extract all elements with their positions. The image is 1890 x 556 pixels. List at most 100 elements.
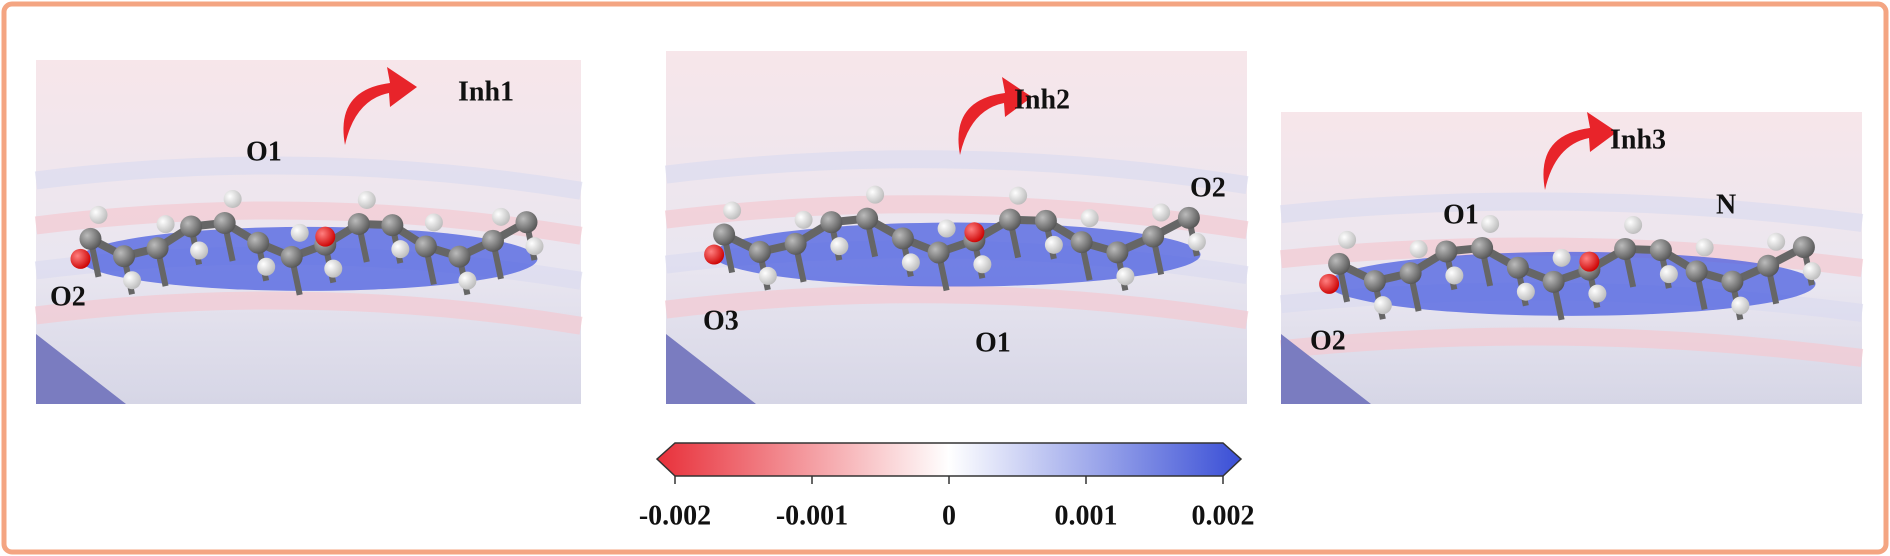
c-atom <box>1034 209 1057 232</box>
c-atom <box>448 245 471 268</box>
h-atom <box>324 259 343 278</box>
o-atom <box>70 248 91 269</box>
panel-label: Inh2 <box>1014 84 1070 115</box>
c-atom <box>1721 270 1744 293</box>
c-atom <box>1792 236 1815 259</box>
c-atom <box>146 237 169 260</box>
h-atom <box>758 266 777 285</box>
h-atom <box>1767 232 1786 251</box>
h-atom <box>1516 282 1535 301</box>
h-atom <box>525 237 544 256</box>
c-atom <box>1471 236 1494 259</box>
rotation-arrow <box>958 77 1032 155</box>
c-atom <box>381 214 404 237</box>
c-atom <box>481 229 504 252</box>
h-atom <box>1044 235 1063 254</box>
rotation-arrow <box>1543 112 1617 190</box>
o-atom <box>315 226 336 247</box>
c-atom <box>515 211 538 234</box>
h-atom <box>830 237 849 256</box>
h-atom <box>1695 238 1714 257</box>
c-atom <box>280 245 303 268</box>
h-atom <box>723 201 742 220</box>
colorbar-bar <box>655 442 1243 477</box>
atom-label: O1 <box>246 136 282 167</box>
slab <box>1281 334 1371 404</box>
h-atom <box>973 255 992 274</box>
h-atom <box>458 271 477 290</box>
h-atom <box>1552 248 1571 267</box>
h-atom <box>1080 209 1099 228</box>
h-atom <box>89 205 108 224</box>
c-atom <box>1435 240 1458 263</box>
h-atom <box>1009 186 1028 205</box>
c-atom <box>1649 239 1672 262</box>
h-atom <box>1116 267 1135 286</box>
charge-band <box>34 291 583 335</box>
c-atom <box>891 227 914 250</box>
h-atom <box>1338 230 1357 249</box>
atom-label: O3 <box>703 305 739 336</box>
o-atom <box>964 222 985 243</box>
atom-label: O2 <box>1310 325 1346 356</box>
c-atom <box>1142 225 1165 248</box>
c-atom <box>347 212 370 235</box>
charge-band <box>1280 327 1864 367</box>
h-atom <box>357 190 376 209</box>
c-atom <box>1177 206 1200 229</box>
atom-label: O1 <box>1443 199 1479 230</box>
h-atom <box>1624 215 1643 234</box>
c-atom <box>820 211 843 234</box>
c-atom <box>856 207 879 230</box>
c-atom <box>1542 270 1565 293</box>
c-atom <box>1328 252 1351 275</box>
c-atom <box>1399 262 1422 285</box>
h-atom <box>491 207 510 226</box>
h-atom <box>257 257 276 276</box>
c-atom <box>1757 254 1780 277</box>
atom-label: O1 <box>975 327 1011 358</box>
tick-label: -0.002 <box>639 500 711 531</box>
c-atom <box>79 227 102 250</box>
c-atom <box>247 231 270 254</box>
c-atom <box>1614 237 1637 260</box>
tick-label: 0.002 <box>1192 500 1255 531</box>
panel-image <box>664 51 1249 404</box>
panel-image <box>34 60 583 404</box>
h-atom <box>123 271 142 290</box>
h-atom <box>901 253 920 272</box>
o-atom <box>1319 273 1340 294</box>
panel-image <box>1280 112 1864 404</box>
atom-label: N <box>1716 189 1736 220</box>
c-atom <box>999 208 1022 231</box>
h-atom <box>1187 232 1206 251</box>
c-atom <box>1106 241 1129 264</box>
c-atom <box>784 232 807 255</box>
slab <box>36 334 126 404</box>
h-atom <box>424 213 443 232</box>
h-atom <box>1588 284 1607 303</box>
c-atom <box>713 223 736 246</box>
c-atom <box>414 235 437 258</box>
h-atom <box>1152 203 1171 222</box>
charge-band <box>664 150 1249 195</box>
colorbar: -0.002 -0.001 0 0.001 0.002 <box>639 442 1255 531</box>
h-atom <box>1802 262 1821 281</box>
h-atom <box>156 215 175 234</box>
tick-label: 0 <box>942 500 956 531</box>
tick-label: -0.001 <box>776 500 848 531</box>
charge-band <box>664 285 1249 330</box>
h-atom <box>866 185 885 204</box>
c-atom <box>180 215 203 238</box>
atom-label: O2 <box>1190 172 1226 203</box>
h-atom <box>290 223 309 242</box>
slab <box>666 334 756 404</box>
panel-label: Inh3 <box>1610 124 1666 155</box>
c-atom <box>1506 256 1529 279</box>
c-atom <box>113 245 136 268</box>
h-atom <box>937 219 956 238</box>
h-atom <box>1409 240 1428 259</box>
h-atom <box>1373 296 1392 315</box>
